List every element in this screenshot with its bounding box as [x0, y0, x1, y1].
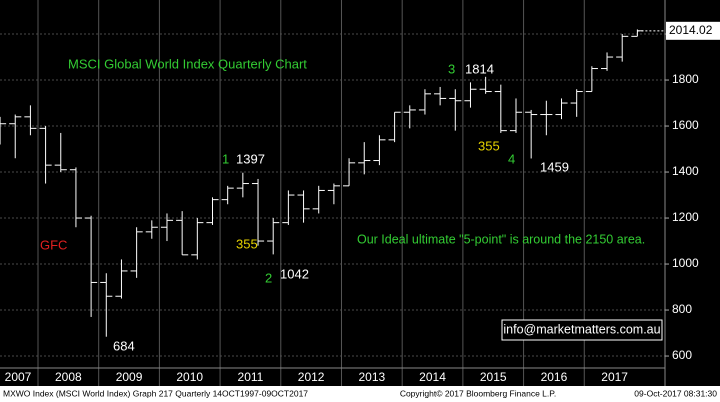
- contact-box: [501, 319, 663, 341]
- footer-right: 09-Oct-2017 08:31:30: [634, 388, 717, 398]
- x-tick-label: 2009: [116, 370, 143, 384]
- value-label: 684: [113, 338, 135, 353]
- x-tick-label: 2015: [480, 370, 507, 384]
- x-tick-label: 2008: [55, 370, 82, 384]
- x-tick-label: 2011: [238, 370, 264, 384]
- x-tick-label: 2017: [601, 370, 628, 384]
- contact: info@marketmatters.com.au: [503, 322, 660, 336]
- value-label: 1459: [540, 159, 569, 174]
- annotation: 4: [508, 151, 515, 166]
- x-tick-label: 2016: [541, 370, 568, 384]
- x-tick-label: 2010: [176, 370, 203, 384]
- y-tick-label: 1800: [672, 72, 699, 86]
- y-tick-label: 1600: [672, 118, 699, 132]
- x-tick-label: 2012: [298, 370, 325, 384]
- last-price-box: [666, 21, 720, 40]
- annotation: GFC: [40, 237, 67, 252]
- annotation: 355: [236, 236, 258, 251]
- footer-center: Copyright© 2017 Bloomberg Finance L.P.: [400, 388, 556, 398]
- y-tick-label: 1000: [672, 256, 699, 270]
- y-tick-label: 1200: [672, 210, 699, 224]
- y-tick-label: 600: [672, 348, 692, 362]
- annotation: 2: [265, 270, 272, 285]
- value-label: 1814: [465, 61, 494, 76]
- annotation: 355: [478, 138, 500, 153]
- chart-title: MSCI Global World Index Quarterly Chart: [68, 56, 307, 71]
- x-tick-label: 2014: [419, 370, 446, 384]
- x-tick-label: 2007: [5, 370, 32, 384]
- last-price-label: 2014.02: [669, 23, 713, 37]
- value-label: 1042: [280, 266, 309, 281]
- value-label: 1397: [236, 151, 265, 166]
- annotation: 3: [448, 61, 455, 76]
- annotation: 1: [222, 151, 229, 166]
- y-tick-label: 800: [672, 302, 692, 316]
- x-tick-label: 2013: [358, 370, 385, 384]
- y-tick-label: 1400: [672, 164, 699, 178]
- footer-left: MXWO Index (MSCI World Index) Graph 217 …: [3, 388, 308, 398]
- annotation: Our Ideal ultimate "5-point" is around t…: [357, 232, 645, 246]
- footer-bar: [0, 386, 720, 402]
